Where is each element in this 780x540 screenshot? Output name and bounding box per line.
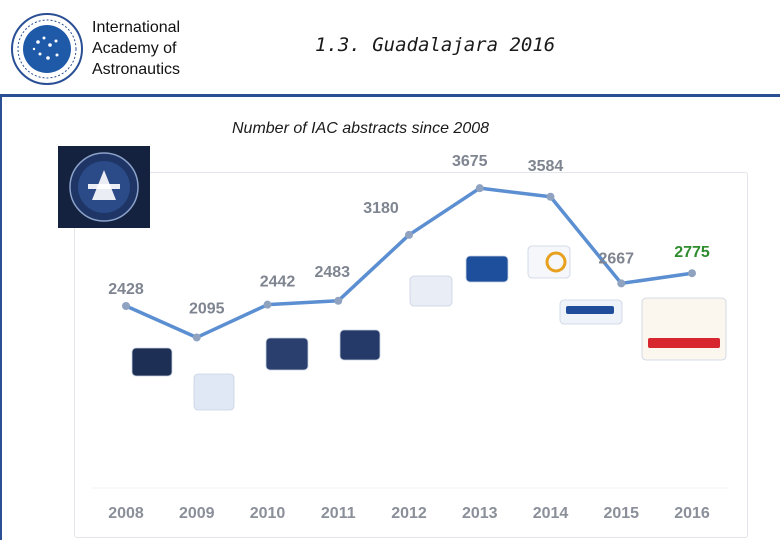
iac-2013-logo: [465, 255, 509, 283]
x-tick-2012: 2012: [391, 505, 427, 522]
org-line-2: Academy of: [92, 40, 177, 57]
left-divider: [0, 97, 2, 540]
iac-2009-logo: [193, 373, 235, 411]
data-point-2013: [475, 184, 484, 193]
org-line-1: International: [92, 19, 181, 36]
data-label-2008: 2428: [108, 281, 144, 298]
chart-title: Number of IAC abstracts since 2008: [232, 120, 490, 137]
iac-2016-logo-band: [648, 338, 720, 348]
header-divider: [0, 94, 780, 97]
data-point-2008: [122, 302, 130, 310]
data-point-2009: [192, 333, 201, 342]
iac-2010-logo: [265, 337, 309, 371]
slide-title: 1.3. Guadalajara 2016: [315, 34, 556, 56]
data-label-2011: 2483: [314, 264, 350, 281]
data-point-2011: [334, 296, 343, 305]
x-tick-2015: 2015: [603, 505, 639, 522]
iac-2012-logo: [409, 275, 453, 307]
iaa-logo: [11, 13, 83, 85]
iac-2016-logo: [641, 297, 727, 361]
data-point-2012: [405, 230, 413, 239]
iac-2008-logo: [131, 347, 173, 377]
iaf-logo: [58, 146, 150, 228]
iac-2015-logo-band: [566, 306, 614, 314]
slide-header: [0, 0, 780, 94]
organization-name: International Academy of Astronautics: [92, 17, 180, 80]
x-tick-2013: 2013: [462, 505, 498, 522]
x-tick-2016: 2016: [674, 505, 710, 522]
x-tick-2009: 2009: [179, 505, 215, 522]
iac-2011-logo: [339, 329, 381, 361]
org-line-3: Astronautics: [92, 61, 181, 78]
x-tick-2010: 2010: [250, 505, 286, 522]
data-label-2013: 3675: [452, 153, 488, 170]
x-tick-2008: 2008: [108, 505, 144, 522]
data-point-2016: [688, 269, 696, 278]
x-tick-2014: 2014: [533, 505, 569, 522]
data-label-2014: 3584: [528, 158, 564, 175]
data-point-2010: [263, 300, 272, 309]
data-label-2010: 2442: [260, 274, 296, 291]
data-label-2012: 3180: [363, 200, 399, 217]
data-point-2015: [617, 279, 626, 288]
data-label-2009: 2095: [189, 300, 225, 317]
x-tick-2011: 2011: [321, 505, 356, 522]
data-point-2014: [546, 192, 555, 201]
data-label-2016: 2775: [674, 244, 710, 261]
data-label-2015: 2667: [598, 250, 634, 267]
iac-2014-logo-ring: [545, 251, 567, 273]
